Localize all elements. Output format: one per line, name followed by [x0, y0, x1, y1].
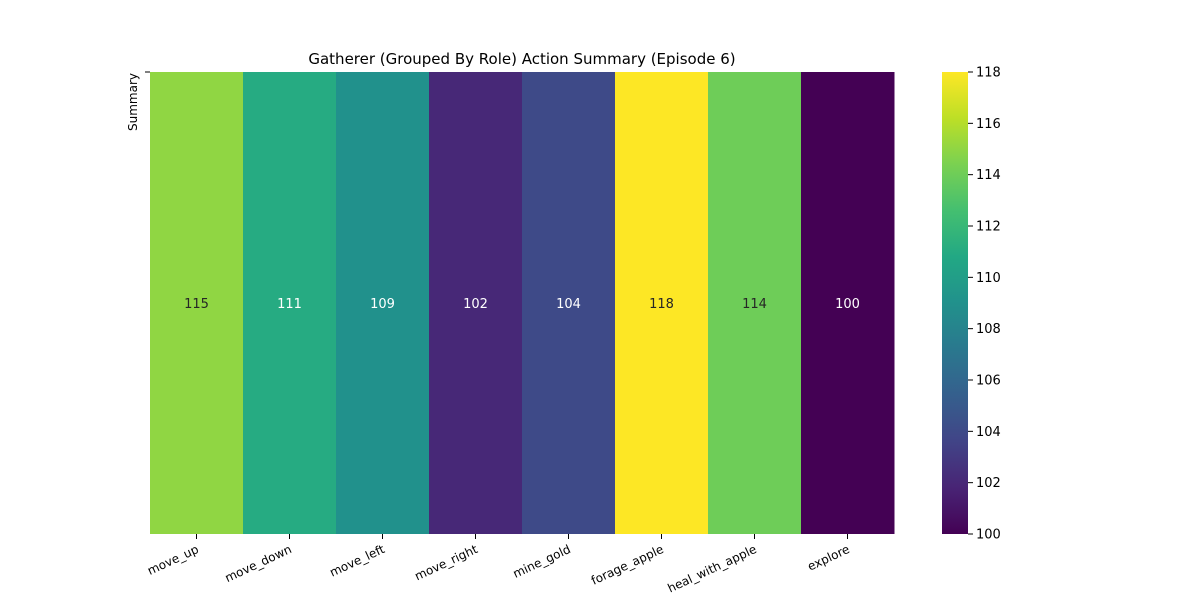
colorbar-tick-label: 110 [976, 271, 1001, 286]
heatmap-cell [615, 72, 709, 534]
colorbar-tick-label: 116 [976, 117, 1001, 132]
colorbar-tick-label: 104 [976, 425, 1001, 440]
x-tick-label: move_right [412, 542, 480, 583]
colorbar-tick-label: 102 [976, 476, 1001, 491]
colorbar-tick-label: 106 [976, 374, 1001, 389]
x-tick-label: move_down [223, 542, 294, 585]
chart-title: Gatherer (Grouped By Role) Action Summar… [308, 50, 735, 68]
cell-value-label: 118 [649, 297, 674, 312]
heatmap-cell [522, 72, 616, 534]
y-axis-label: Summary [126, 73, 140, 131]
heatmap-cell [336, 72, 430, 534]
cell-labels: 115 111 109 102 104 118 114 100 [184, 297, 860, 312]
heatmap-cells [150, 72, 895, 534]
x-tick-label: forage_apple [589, 542, 666, 588]
cell-value-label: 109 [370, 297, 395, 312]
heatmap-cell [708, 72, 802, 534]
heatmap-cell [429, 72, 523, 534]
cell-value-label: 115 [184, 297, 209, 312]
colorbar-ticks: 100 102 104 106 108 110 112 114 116 118 [968, 66, 1001, 543]
cell-value-label: 104 [556, 297, 581, 312]
x-tick-label: mine_gold [511, 542, 573, 581]
cell-value-label: 114 [742, 297, 767, 312]
x-tick-label: heal_with_apple [665, 542, 758, 595]
colorbar-tick-label: 100 [976, 528, 1001, 543]
cell-value-label: 102 [463, 297, 488, 312]
cell-value-label: 100 [835, 297, 860, 312]
heatmap-cell [801, 72, 895, 534]
heatmap-cell [150, 72, 244, 534]
heatmap-cell [243, 72, 337, 534]
colorbar-tick-label: 112 [976, 220, 1001, 235]
colorbar-tick-label: 108 [976, 322, 1001, 337]
x-tick-label: move_left [327, 542, 387, 580]
colorbar-tick-label: 118 [976, 66, 1001, 81]
colorbar [942, 72, 968, 534]
colorbar-tick-label: 114 [976, 168, 1001, 183]
cell-value-label: 111 [277, 297, 302, 312]
x-axis-ticks: move_up move_down move_left move_right mine_… [145, 534, 852, 595]
x-tick-label: explore [805, 542, 851, 574]
x-tick-label: move_up [145, 542, 201, 578]
